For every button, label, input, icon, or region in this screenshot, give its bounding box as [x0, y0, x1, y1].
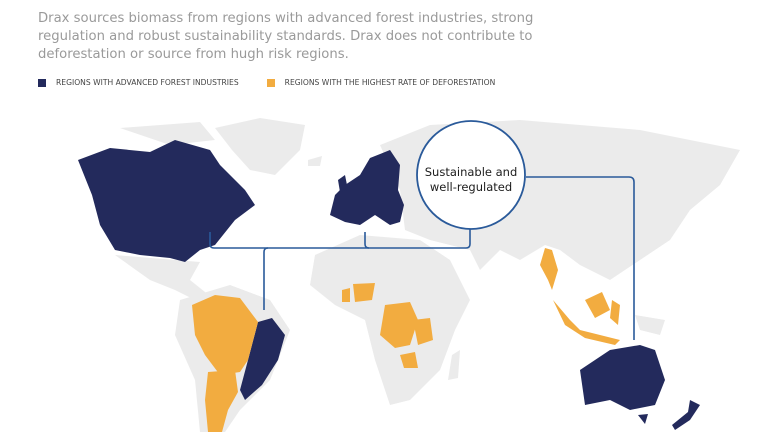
legend: REGIONS WITH ADVANCED FOREST INDUSTRIES …: [38, 78, 495, 87]
zimbabwe-orange: [400, 352, 418, 368]
new-zealand-navy: [672, 400, 700, 430]
callout-line-2: well-regulated: [430, 180, 512, 194]
legend-item-deforestation: REGIONS WITH THE HIGHEST RATE OF DEFORES…: [266, 78, 496, 87]
legend-label-deforestation: REGIONS WITH THE HIGHEST RATE OF DEFORES…: [284, 78, 496, 87]
connector-australia: [526, 176, 635, 340]
west-africa-orange: [342, 288, 350, 302]
regions-deforestation: [192, 248, 620, 432]
regions-advanced: [78, 140, 700, 430]
congo-orange: [380, 302, 418, 348]
callout-circle: Sustainable and well-regulated: [416, 120, 526, 230]
sulawesi-orange: [610, 300, 620, 325]
nigeria-orange: [353, 283, 375, 302]
connector-north-america: [209, 228, 471, 249]
tanzania-orange: [413, 318, 433, 345]
callout-line-1: Sustainable and: [425, 165, 518, 179]
arctic-islands: [120, 122, 215, 145]
japan: [640, 200, 660, 240]
europe-navy: [330, 150, 404, 225]
north-america-navy: [78, 140, 255, 262]
connector-south-america: [263, 247, 269, 310]
intro-text: Drax sources biomass from regions with a…: [38, 11, 534, 62]
madagascar: [448, 350, 460, 380]
tasmania-navy: [638, 414, 648, 424]
uk-navy: [338, 175, 348, 192]
greenland: [215, 118, 305, 175]
brazil-orange: [192, 295, 258, 375]
connector-europe: [364, 232, 370, 249]
iceland: [308, 156, 322, 166]
australia-navy: [580, 345, 665, 410]
legend-swatch-navy: [38, 78, 46, 87]
legend-item-advanced: REGIONS WITH ADVANCED FOREST INDUSTRIES: [38, 78, 239, 87]
legend-swatch-orange: [266, 78, 275, 87]
mainland-se-asia-orange: [540, 248, 558, 290]
mexico-central-america: [115, 255, 215, 305]
legend-label-advanced: REGIONS WITH ADVANCED FOREST INDUSTRIES: [56, 78, 239, 87]
connector-lines: [209, 176, 635, 340]
indonesia-orange: [553, 300, 620, 345]
brazil-east-navy: [240, 318, 285, 400]
papua: [635, 315, 665, 335]
borneo-orange: [585, 292, 610, 318]
argentina-orange: [205, 370, 238, 432]
